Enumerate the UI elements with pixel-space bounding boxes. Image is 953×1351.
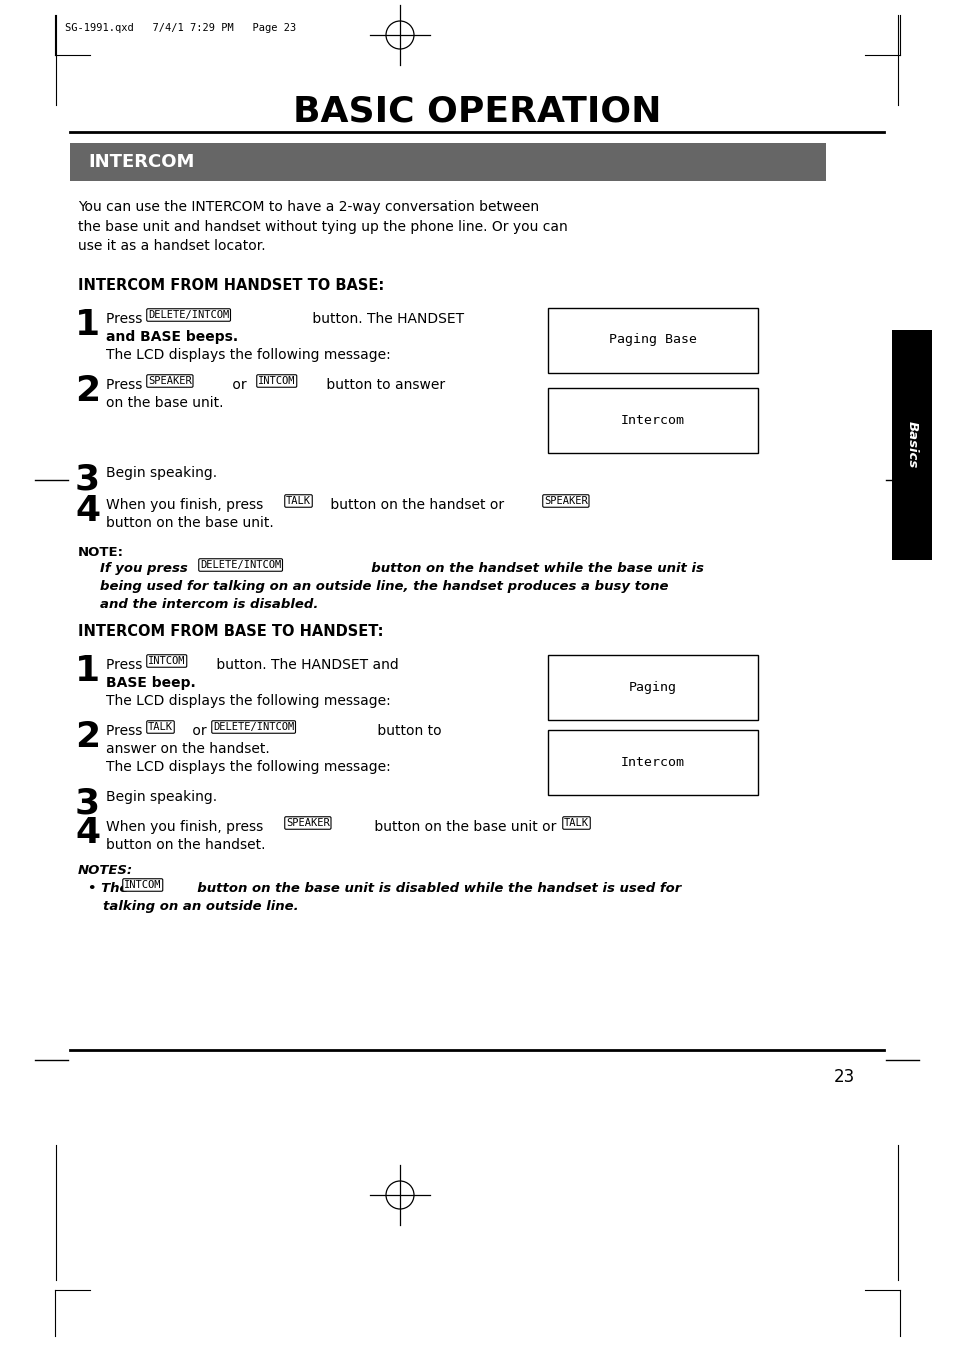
Text: 1: 1 xyxy=(75,654,100,688)
Text: Press: Press xyxy=(106,658,147,671)
Text: TALK: TALK xyxy=(286,496,311,507)
Text: button on the handset or: button on the handset or xyxy=(326,499,508,512)
Text: button to answer: button to answer xyxy=(322,378,445,392)
Text: Press: Press xyxy=(106,724,147,738)
Text: 3: 3 xyxy=(75,786,100,820)
Text: DELETE/INTCOM: DELETE/INTCOM xyxy=(148,309,229,320)
Text: 23: 23 xyxy=(833,1069,854,1086)
Text: INTCOM: INTCOM xyxy=(124,880,161,890)
Text: If you press: If you press xyxy=(100,562,193,576)
Text: button on the handset while the base unit is: button on the handset while the base uni… xyxy=(361,562,703,576)
Text: button. The HANDSET: button. The HANDSET xyxy=(308,312,464,326)
Text: SPEAKER: SPEAKER xyxy=(148,376,192,386)
Text: When you finish, press: When you finish, press xyxy=(106,820,268,834)
Text: INTCOM: INTCOM xyxy=(257,376,295,386)
Text: INTERCOM: INTERCOM xyxy=(88,153,194,172)
Text: 3: 3 xyxy=(75,462,100,496)
Text: Paging: Paging xyxy=(628,681,677,693)
Text: TALK: TALK xyxy=(563,817,588,828)
Text: NOTE:: NOTE: xyxy=(78,546,124,559)
FancyBboxPatch shape xyxy=(547,730,758,794)
Text: Basics: Basics xyxy=(904,422,918,469)
Text: on the base unit.: on the base unit. xyxy=(106,396,223,409)
Text: • The: • The xyxy=(88,882,133,894)
Text: button. The HANDSET and: button. The HANDSET and xyxy=(212,658,398,671)
Text: Press: Press xyxy=(106,312,147,326)
Text: INTCOM: INTCOM xyxy=(148,657,185,666)
Text: button on the base unit.: button on the base unit. xyxy=(106,516,274,530)
Text: button on the base unit or: button on the base unit or xyxy=(370,820,560,834)
Text: You can use the INTERCOM to have a 2-way conversation between
the base unit and : You can use the INTERCOM to have a 2-way… xyxy=(78,200,567,253)
Text: INTERCOM FROM BASE TO HANDSET:: INTERCOM FROM BASE TO HANDSET: xyxy=(78,624,383,639)
Text: being used for talking on an outside line, the handset produces a busy tone: being used for talking on an outside lin… xyxy=(100,580,668,593)
Text: 4: 4 xyxy=(75,816,100,850)
Text: 1: 1 xyxy=(75,308,100,342)
Text: SPEAKER: SPEAKER xyxy=(286,817,330,828)
Text: and BASE beeps.: and BASE beeps. xyxy=(106,330,238,345)
FancyBboxPatch shape xyxy=(547,388,758,453)
Text: or: or xyxy=(188,724,211,738)
Text: 2: 2 xyxy=(75,374,100,408)
FancyBboxPatch shape xyxy=(70,143,825,181)
Text: answer on the handset.: answer on the handset. xyxy=(106,742,270,757)
Text: button on the base unit is disabled while the handset is used for: button on the base unit is disabled whil… xyxy=(188,882,680,894)
Text: BASE beep.: BASE beep. xyxy=(106,676,195,690)
Text: DELETE/INTCOM: DELETE/INTCOM xyxy=(213,721,294,732)
Text: Press: Press xyxy=(106,378,147,392)
FancyBboxPatch shape xyxy=(891,330,931,561)
Text: When you finish, press: When you finish, press xyxy=(106,499,268,512)
Text: NOTES:: NOTES: xyxy=(78,865,133,877)
Text: Intercom: Intercom xyxy=(620,413,684,427)
Text: talking on an outside line.: talking on an outside line. xyxy=(103,900,298,913)
Text: and the intercom is disabled.: and the intercom is disabled. xyxy=(100,598,318,611)
Text: The LCD displays the following message:: The LCD displays the following message: xyxy=(106,349,391,362)
Text: Begin speaking.: Begin speaking. xyxy=(106,790,217,804)
Text: or: or xyxy=(228,378,251,392)
Text: 2: 2 xyxy=(75,720,100,754)
Text: Begin speaking.: Begin speaking. xyxy=(106,466,217,480)
Text: Intercom: Intercom xyxy=(620,755,684,769)
Text: SPEAKER: SPEAKER xyxy=(543,496,587,507)
Text: DELETE/INTCOM: DELETE/INTCOM xyxy=(200,561,281,570)
Text: The LCD displays the following message:: The LCD displays the following message: xyxy=(106,761,391,774)
Text: 4: 4 xyxy=(75,494,100,528)
Text: TALK: TALK xyxy=(148,721,172,732)
FancyBboxPatch shape xyxy=(547,308,758,373)
Text: The LCD displays the following message:: The LCD displays the following message: xyxy=(106,694,391,708)
Text: Paging Base: Paging Base xyxy=(608,334,697,346)
Text: SG-1991.qxd   7/4/1 7:29 PM   Page 23: SG-1991.qxd 7/4/1 7:29 PM Page 23 xyxy=(65,23,296,32)
Text: INTERCOM FROM HANDSET TO BASE:: INTERCOM FROM HANDSET TO BASE: xyxy=(78,278,384,293)
Text: BASIC OPERATION: BASIC OPERATION xyxy=(293,95,660,128)
Text: button to: button to xyxy=(373,724,441,738)
FancyBboxPatch shape xyxy=(547,655,758,720)
Text: button on the handset.: button on the handset. xyxy=(106,838,265,852)
